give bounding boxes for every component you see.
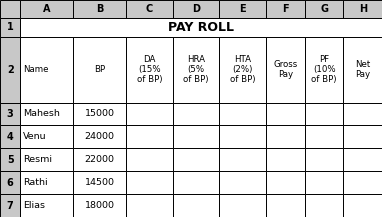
Text: Name: Name bbox=[23, 65, 49, 74]
Bar bbox=[173, 171, 219, 194]
Bar bbox=[266, 125, 305, 148]
Bar bbox=[20, 171, 73, 194]
Bar bbox=[173, 194, 219, 217]
Text: Venu: Venu bbox=[23, 132, 47, 141]
Bar bbox=[343, 0, 382, 18]
Text: E: E bbox=[240, 4, 246, 14]
Bar bbox=[305, 103, 343, 125]
Bar bbox=[266, 0, 305, 18]
Bar bbox=[0, 103, 20, 125]
Bar bbox=[219, 125, 266, 148]
Text: HTA
(2%)
of BP): HTA (2%) of BP) bbox=[230, 55, 256, 84]
Bar bbox=[343, 125, 382, 148]
Bar bbox=[343, 37, 382, 103]
Bar bbox=[126, 171, 173, 194]
Text: 2: 2 bbox=[7, 65, 13, 75]
Bar bbox=[20, 0, 73, 18]
Bar bbox=[266, 194, 305, 217]
Bar bbox=[219, 171, 266, 194]
Bar bbox=[73, 103, 126, 125]
Bar bbox=[0, 171, 20, 194]
Text: H: H bbox=[359, 4, 367, 14]
Text: 22000: 22000 bbox=[84, 155, 115, 164]
Bar bbox=[20, 194, 73, 217]
Text: Net
Pay: Net Pay bbox=[355, 60, 370, 79]
Bar bbox=[126, 194, 173, 217]
Bar bbox=[73, 0, 126, 18]
Text: BP: BP bbox=[94, 65, 105, 74]
Bar bbox=[219, 194, 266, 217]
Text: 18000: 18000 bbox=[84, 201, 115, 210]
Text: 15000: 15000 bbox=[84, 110, 115, 118]
Bar bbox=[266, 37, 305, 103]
Bar bbox=[126, 125, 173, 148]
Bar bbox=[0, 194, 20, 217]
Text: 6: 6 bbox=[7, 178, 13, 188]
Bar bbox=[0, 0, 20, 18]
Bar bbox=[126, 0, 173, 18]
Text: Elias: Elias bbox=[23, 201, 45, 210]
Bar bbox=[73, 148, 126, 171]
Text: PF
(10%
of BP): PF (10% of BP) bbox=[311, 55, 337, 84]
Bar bbox=[219, 148, 266, 171]
Bar bbox=[20, 37, 73, 103]
Bar bbox=[219, 103, 266, 125]
Text: 7: 7 bbox=[7, 201, 13, 210]
Bar bbox=[266, 148, 305, 171]
Text: 14500: 14500 bbox=[84, 178, 115, 187]
Text: C: C bbox=[146, 4, 153, 14]
Text: 24000: 24000 bbox=[84, 132, 115, 141]
Bar bbox=[219, 0, 266, 18]
Text: G: G bbox=[320, 4, 328, 14]
Bar bbox=[126, 37, 173, 103]
Bar bbox=[173, 125, 219, 148]
Bar bbox=[73, 171, 126, 194]
Bar bbox=[0, 125, 20, 148]
Bar bbox=[173, 0, 219, 18]
Bar bbox=[73, 125, 126, 148]
Bar bbox=[173, 103, 219, 125]
Text: Gross
Pay: Gross Pay bbox=[274, 60, 298, 79]
Bar bbox=[0, 18, 20, 37]
Text: DA
(15%
of BP): DA (15% of BP) bbox=[137, 55, 162, 84]
Bar bbox=[343, 194, 382, 217]
Bar bbox=[173, 148, 219, 171]
Text: Mahesh: Mahesh bbox=[23, 110, 60, 118]
Text: 1: 1 bbox=[7, 23, 13, 33]
Bar bbox=[20, 103, 73, 125]
Bar bbox=[0, 37, 20, 103]
Text: Resmi: Resmi bbox=[23, 155, 52, 164]
Text: 4: 4 bbox=[7, 132, 13, 142]
Bar bbox=[266, 103, 305, 125]
Bar bbox=[126, 103, 173, 125]
Bar bbox=[305, 0, 343, 18]
Bar bbox=[73, 37, 126, 103]
Text: D: D bbox=[192, 4, 200, 14]
Text: 3: 3 bbox=[7, 109, 13, 119]
Text: PAY ROLL: PAY ROLL bbox=[168, 21, 234, 34]
Bar bbox=[20, 18, 382, 37]
Bar bbox=[305, 171, 343, 194]
Bar bbox=[20, 148, 73, 171]
Text: B: B bbox=[96, 4, 103, 14]
Bar bbox=[0, 148, 20, 171]
Text: F: F bbox=[282, 4, 289, 14]
Bar bbox=[219, 37, 266, 103]
Text: A: A bbox=[43, 4, 50, 14]
Bar bbox=[20, 125, 73, 148]
Bar bbox=[305, 194, 343, 217]
Text: HRA
(5%
of BP): HRA (5% of BP) bbox=[183, 55, 209, 84]
Bar bbox=[343, 148, 382, 171]
Bar bbox=[126, 148, 173, 171]
Text: 5: 5 bbox=[7, 155, 13, 165]
Bar bbox=[173, 37, 219, 103]
Bar bbox=[73, 194, 126, 217]
Bar bbox=[266, 171, 305, 194]
Bar bbox=[343, 171, 382, 194]
Bar bbox=[343, 103, 382, 125]
Text: Rathi: Rathi bbox=[23, 178, 48, 187]
Bar bbox=[305, 37, 343, 103]
Bar bbox=[305, 125, 343, 148]
Bar bbox=[305, 148, 343, 171]
